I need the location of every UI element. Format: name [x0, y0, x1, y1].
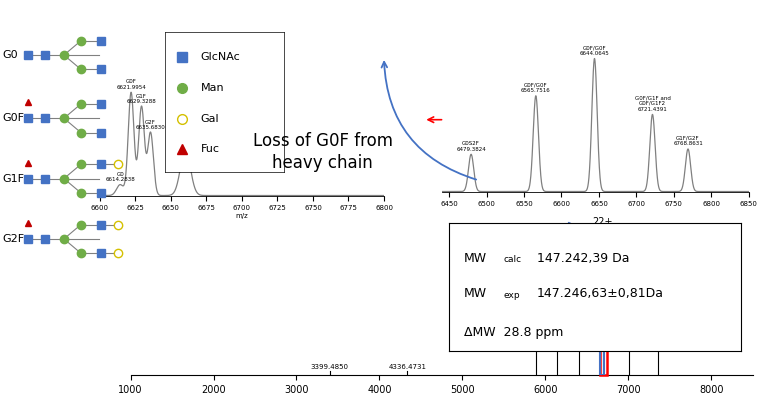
Text: G0F
6621.9954: G0F 6621.9954 [116, 79, 146, 90]
Text: 5890.8844: 5890.8844 [518, 314, 555, 320]
X-axis label: m/z: m/z [430, 397, 453, 399]
Text: 7012.7289: 7012.7289 [611, 265, 648, 271]
Text: 3399.4850: 3399.4850 [310, 364, 349, 370]
Text: 7363.3936: 7363.3936 [639, 328, 677, 334]
Text: 147.246,63±0,81Da: 147.246,63±0,81Da [537, 287, 664, 300]
Text: 6402.9860: 6402.9860 [560, 242, 598, 248]
Text: 21+: 21+ [619, 257, 640, 267]
Text: ΔMW  28.8 ppm: ΔMW 28.8 ppm [464, 326, 563, 339]
Text: calc: calc [503, 255, 521, 265]
Text: MW: MW [464, 287, 487, 300]
Text: 20+: 20+ [648, 320, 669, 330]
Text: Man: Man [200, 83, 224, 93]
Bar [600, 344, 604, 375]
Bar [600, 225, 607, 375]
Text: G0F/G0F
6644.0645: G0F/G0F 6644.0645 [580, 45, 609, 56]
Text: Gal: Gal [200, 113, 220, 124]
Text: exp: exp [503, 291, 520, 300]
Text: 6694.0645: 6694.0645 [584, 225, 622, 231]
Text: Loss of G0F from
heavy chain: Loss of G0F from heavy chain [253, 132, 392, 172]
Text: 25+: 25+ [526, 305, 547, 315]
Text: 147.242,39 Da: 147.242,39 Da [537, 251, 629, 265]
Text: GlcNAc: GlcNAc [200, 52, 240, 62]
Text: G0S2F
6479.3824: G0S2F 6479.3824 [456, 141, 486, 152]
Text: G0F/G0F
6565.7516: G0F/G0F 6565.7516 [521, 82, 551, 93]
Text: MW: MW [464, 251, 487, 265]
X-axis label: m/z: m/z [236, 213, 248, 219]
Text: G0F/G1F and
G0F/G1F2
6721.4391: G0F/G1F and G0F/G1F2 6721.4391 [634, 95, 670, 112]
Text: G1F
6629.3288: G1F 6629.3288 [127, 93, 157, 105]
Text: 23+: 23+ [568, 234, 589, 244]
Text: G2F
6635.6830: G2F 6635.6830 [136, 120, 165, 130]
Text: G0
6614.2838: G0 6614.2838 [105, 172, 135, 182]
Text: 4336.4731: 4336.4731 [389, 364, 426, 370]
Text: G1F: G1F [3, 174, 25, 184]
Text: G1F/G2F
6768.8631: G1F/G2F 6768.8631 [673, 136, 703, 146]
Text: Fuc: Fuc [200, 144, 220, 154]
Text: 24+: 24+ [546, 281, 567, 291]
Text: 6660.2240: 6660.2240 [170, 143, 200, 148]
Text: G0: G0 [3, 50, 18, 60]
Text: G2F: G2F [3, 234, 25, 244]
Text: 6136.2689: 6136.2689 [538, 289, 576, 295]
Text: G0F: G0F [3, 113, 25, 123]
Text: 22+: 22+ [593, 217, 613, 227]
